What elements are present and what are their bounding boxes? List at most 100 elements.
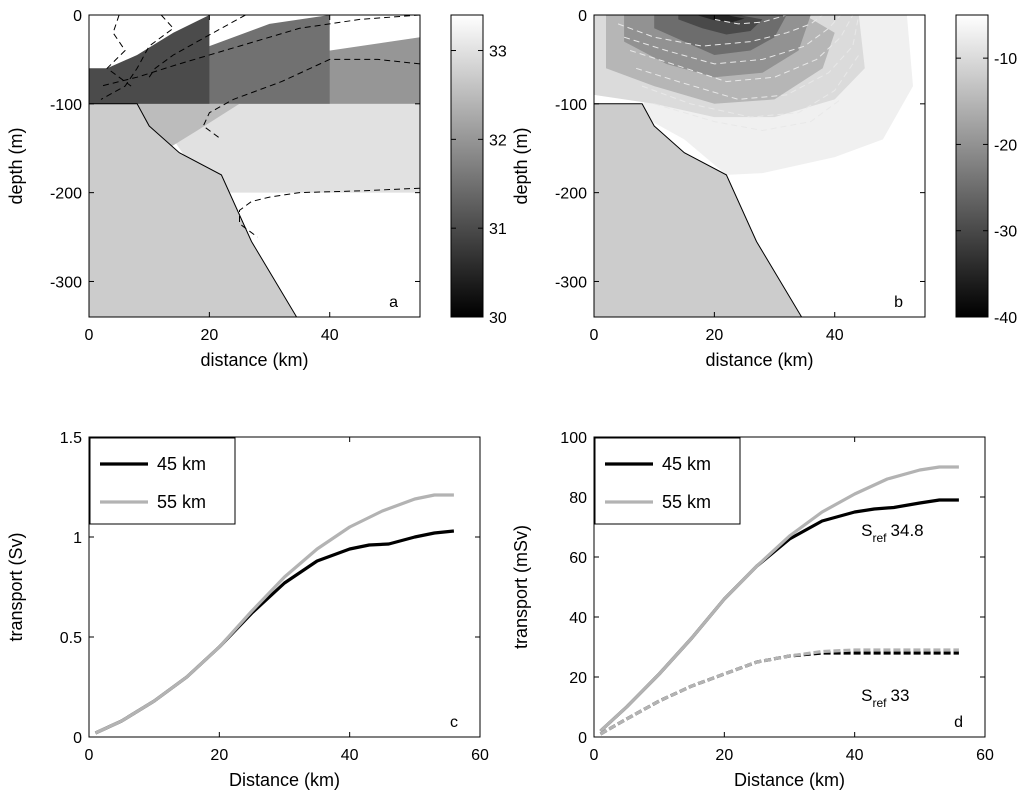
y-tick-label: 0 [578, 8, 587, 25]
colorbar-tick-label: 31 [489, 221, 507, 238]
contour-line-5 [239, 187, 420, 238]
y-tick-label: 0.5 [60, 630, 82, 647]
seafloor-line [89, 103, 298, 317]
contour-line-3 [100, 15, 420, 87]
filled-contour-5 [678, 15, 763, 35]
legend-label: 55 km [157, 492, 206, 512]
y-tick-label: -200 [555, 186, 587, 203]
series-line-1 [599, 465, 959, 733]
legend-label: 45 km [662, 454, 711, 474]
panel-letter: d [954, 714, 963, 731]
plot-area-a [89, 15, 420, 317]
y-tick-label: 40 [569, 610, 587, 627]
x-axis-label: Distance (km) [229, 770, 340, 790]
y-tick-label: 100 [560, 430, 587, 447]
colorbar-tick-label: -40 [994, 310, 1017, 327]
axes-frame-d [593, 436, 986, 738]
y-axis-label: transport (Sv) [6, 532, 26, 641]
x-tick-label: 40 [341, 747, 359, 764]
colorbar-gradient [955, 14, 989, 318]
y-tick-label: -100 [50, 97, 82, 114]
legend-label: 55 km [662, 492, 711, 512]
legend-d: 45 km 55 km [594, 437, 741, 525]
x-axis-label: Distance (km) [734, 770, 845, 790]
x-tick-label: 20 [715, 747, 733, 764]
series-line-1 [94, 493, 454, 735]
panel-letter: c [450, 714, 458, 731]
y-tick-label: -100 [555, 97, 587, 114]
annotation-sref: Sref 34.8 [861, 521, 923, 545]
filled-contour-4 [89, 15, 210, 104]
panel-letter: a [389, 294, 398, 311]
plot-area-c [94, 493, 455, 735]
x-tick-label: 0 [590, 327, 599, 344]
y-tick-label: 0 [578, 730, 587, 747]
x-tick-label: 60 [976, 747, 994, 764]
contour-line-6 [714, 15, 787, 25]
x-tick-label: 20 [210, 747, 228, 764]
contour-line-0 [106, 15, 132, 87]
axes-frame-c [88, 436, 481, 738]
x-tick-label: 60 [471, 747, 489, 764]
x-tick-label: 20 [705, 327, 723, 344]
contour-line-2 [148, 15, 246, 78]
legend-box [89, 437, 236, 525]
contour-line-3 [635, 15, 860, 100]
seafloor [594, 103, 802, 317]
x-tick-label: 40 [321, 327, 339, 344]
panel-b: 0 20 40 0 -100 -200 -300 distance (km) depth (m)… [511, 8, 1017, 370]
y-tick-label: 60 [569, 550, 587, 567]
y-tick-label: -200 [50, 186, 82, 203]
legend-c: 45 km 55 km [89, 437, 236, 525]
y-tick-label: 80 [569, 490, 587, 507]
colorbar-tick-label: 33 [489, 44, 507, 61]
y-axis-label: depth (m) [6, 127, 26, 204]
legend-box [594, 437, 741, 525]
colorbar-tick-label: -20 [994, 137, 1017, 154]
contour-line-1 [623, 15, 842, 65]
filled-contour-6 [696, 15, 745, 23]
colorbar-tick-label: 30 [489, 310, 507, 327]
y-tick-label: 0 [73, 730, 82, 747]
contour-line-0 [617, 15, 823, 47]
colorbar-gradient [450, 14, 484, 318]
x-tick-label: 0 [590, 747, 599, 764]
legend-label: 45 km [157, 454, 206, 474]
filled-contour-2 [89, 37, 420, 104]
x-tick-label: 40 [826, 327, 844, 344]
contour-line-4 [641, 54, 860, 118]
panel-c: 0 20 40 60 0 0.5 1 1.5 Distance (km) transport (S… [6, 430, 489, 790]
y-tick-label: -300 [555, 274, 587, 291]
x-axis-label: distance (km) [200, 350, 308, 370]
colorbar-a: 30 31 32 33 [450, 14, 507, 327]
panel-letter: b [894, 294, 903, 311]
y-axis-label: depth (m) [511, 127, 531, 204]
panel-a: 0 20 40 0 -100 -200 -300 distance (km) depth (m)… [6, 8, 507, 370]
series-line-3 [599, 648, 959, 736]
contour-line-4 [202, 58, 420, 140]
plot-area-b [594, 15, 925, 317]
x-tick-label: 0 [85, 327, 94, 344]
y-tick-label: 0 [73, 8, 82, 25]
y-tick-label: 20 [569, 670, 587, 687]
plot-area-d [599, 465, 959, 736]
x-tick-label: 20 [200, 327, 218, 344]
axes-frame-b [593, 14, 926, 318]
panel-d: 0 20 40 60 0 20 40 60 80 100 Distance (km) transpor… [511, 430, 994, 790]
colorbar-tick-label: 32 [489, 132, 507, 149]
seafloor [89, 103, 297, 317]
annotation-sref: Sref 33 [861, 686, 909, 710]
x-tick-label: 40 [846, 747, 864, 764]
y-tick-label: -300 [50, 274, 82, 291]
y-tick-label: 1.5 [60, 430, 82, 447]
contour-line-5 [654, 98, 841, 132]
colorbar-b: -10 -20 -30 -40 [955, 14, 1017, 327]
x-axis-label: distance (km) [705, 350, 813, 370]
seafloor-line [594, 103, 803, 317]
axes-frame-a [88, 14, 421, 318]
x-tick-label: 0 [85, 747, 94, 764]
y-axis-label: transport (mSv) [511, 525, 531, 649]
colorbar-tick-label: -10 [994, 51, 1017, 68]
colorbar-tick-label: -30 [994, 224, 1017, 241]
